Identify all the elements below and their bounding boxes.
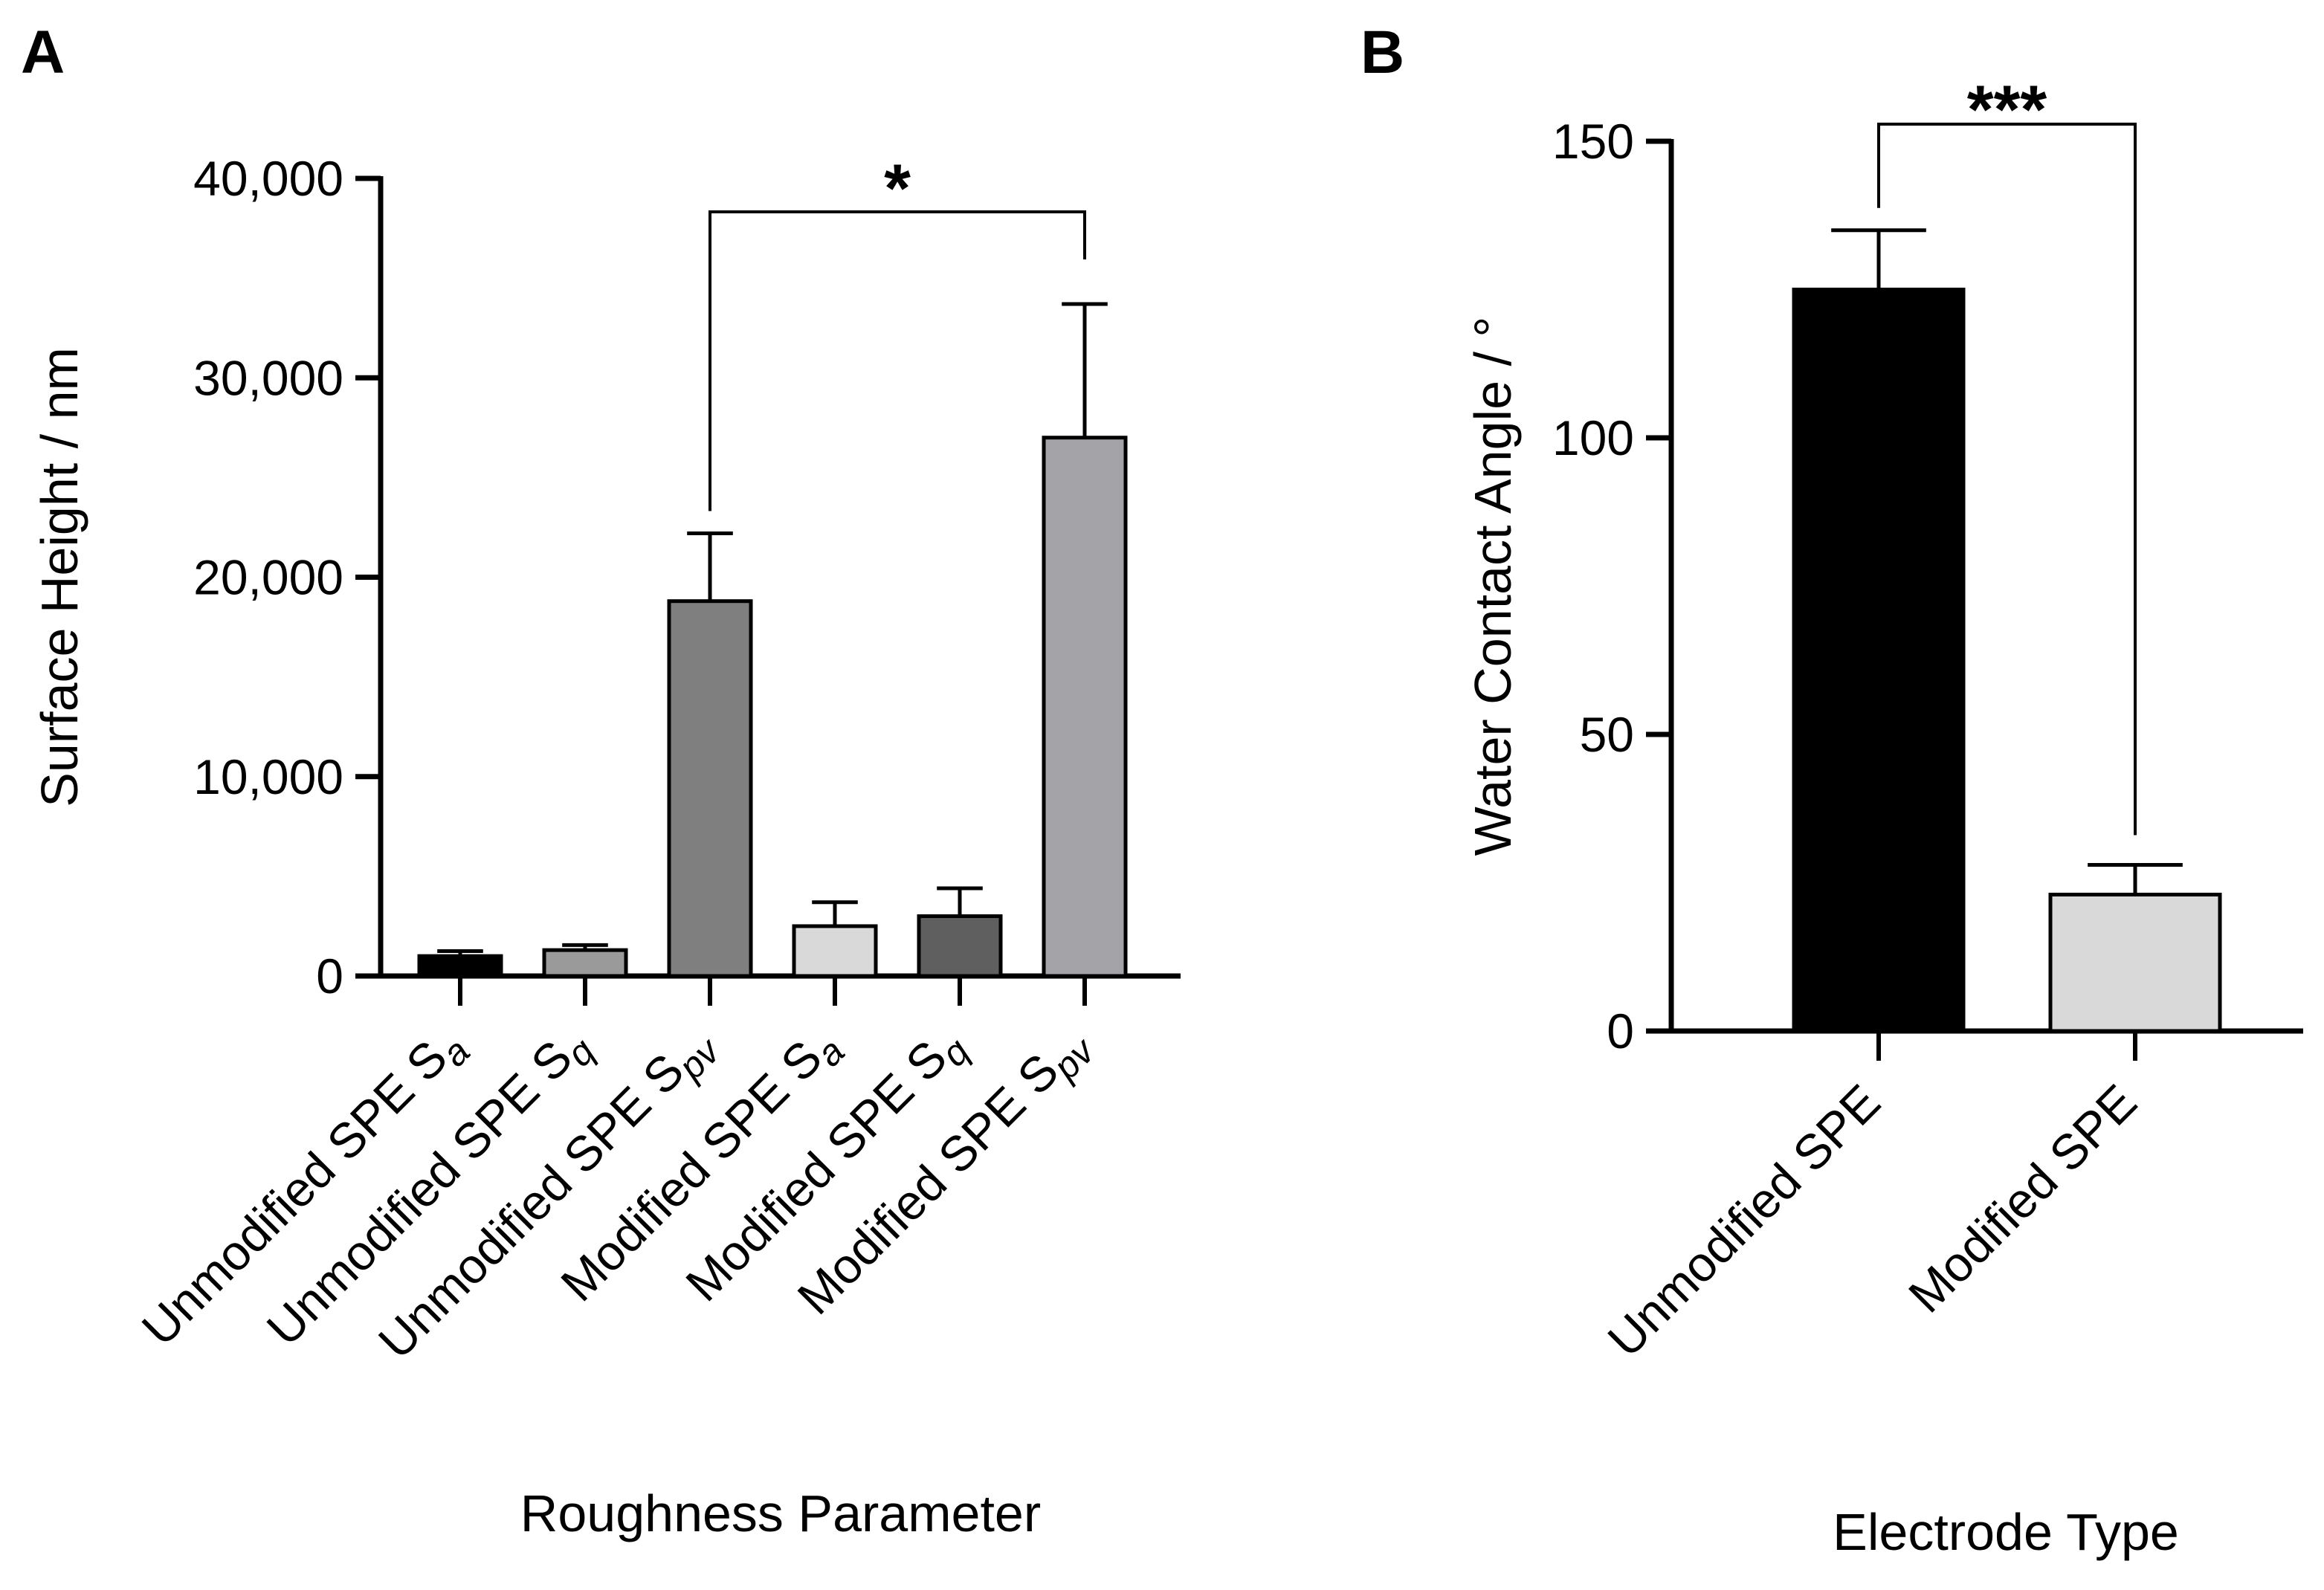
y-tick-label: 150 [1552,114,1634,169]
y-tick-label: 10,000 [193,749,343,804]
y-axis-title: Surface Height / nm [30,347,88,807]
bar [417,954,503,978]
significance-bracket [709,210,1086,511]
category-label-text: Modified SPE [1898,1074,2147,1323]
bar [667,599,753,978]
y-tick-label: 0 [1607,1004,1634,1059]
panel-label: B [1360,19,1404,86]
bar [917,914,1003,978]
bar [1042,436,1128,978]
bar [792,924,878,978]
y-tick-label: 0 [316,948,343,1004]
y-tick-label: 100 [1552,410,1634,465]
panel-label: A [21,19,65,86]
y-tick-label: 50 [1580,707,1634,762]
significance-label: *** [1967,72,2047,148]
x-axis-title: Roughness Parameter [520,1484,1041,1542]
y-axis-title: Water Contact Angle / ° [1464,317,1522,856]
y-tick-label: 40,000 [193,151,343,206]
panel-b: B 0 50 100 150 Water Contact Angle / ° Electro… [1360,19,2303,1561]
bar [2048,892,2222,1033]
category-label: Unmodified SPE [1597,1074,1891,1368]
category-label-text: Unmodified SPE [1597,1074,1891,1368]
significance-bracket [1877,123,2137,836]
panel-a: A 0 10,000 20,000 30,000 40,000 Surface Height… [21,19,1181,1542]
x-axis-title: Electrode Type [1833,1503,2179,1561]
y-tick-label: 30,000 [193,350,343,405]
bar [1792,288,1966,1033]
significance-label: * [884,151,911,227]
category-label: Modified SPE [1898,1074,2147,1323]
y-tick-label: 20,000 [193,550,343,605]
bar [542,948,628,978]
